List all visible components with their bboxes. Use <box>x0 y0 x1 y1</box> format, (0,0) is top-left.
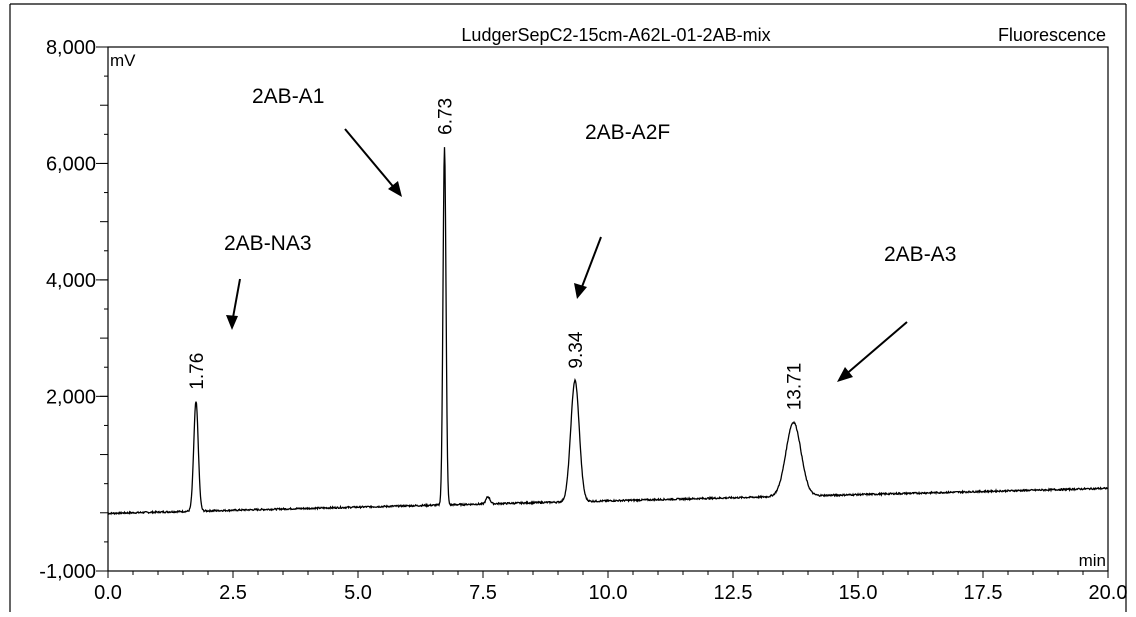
y-tick-label: 6,000 <box>46 153 96 175</box>
peak-retention-label: 6.73 <box>436 98 457 135</box>
annotation-text: 2AB-A2F <box>585 121 670 144</box>
annotation-text: 2AB-A3 <box>884 243 956 266</box>
arrowhead <box>837 367 853 382</box>
annotation-2ab-a3: 2AB-A3 <box>837 243 956 382</box>
annotation-2ab-a2f: 2AB-A2F <box>574 121 670 299</box>
x-tick-label: 10.0 <box>589 582 628 604</box>
peak-label-layer: 1.76 6.73 9.34 13.71 <box>187 98 806 410</box>
x-tick-label: 7.5 <box>469 582 497 604</box>
x-tick-label: 15.0 <box>839 582 878 604</box>
annotation-text: 2AB-NA3 <box>224 232 312 255</box>
detector-label: Fluorescence <box>998 25 1106 45</box>
x-tick-label: 0.0 <box>94 582 122 604</box>
annotation-2ab-na3: 2AB-NA3 <box>224 232 312 330</box>
x-tick-label: 2.5 <box>219 582 247 604</box>
x-tick-label: 5.0 <box>344 582 372 604</box>
annotation-arrow <box>344 128 397 191</box>
chart-title: LudgerSepC2-15cm-A62L-01-2AB-mix <box>461 25 770 45</box>
peak-retention-label: 1.76 <box>187 353 208 390</box>
x-tick-label: 12.5 <box>714 582 753 604</box>
arrowhead <box>388 181 402 197</box>
annotation-arrow <box>843 321 908 377</box>
y-unit-label: mV <box>110 51 136 70</box>
arrowhead <box>226 315 238 330</box>
axes-layer: 0.0 2.5 5.0 7.5 10.0 12.5 15.0 17.5 20.0 -1,000 2,… <box>39 37 1127 604</box>
annotation-2ab-a1: 2AB-A1 <box>252 85 402 197</box>
y-tick-label: 2,000 <box>46 386 96 408</box>
y-tick-label: -1,000 <box>39 561 96 583</box>
peak-retention-label: 13.71 <box>785 363 806 411</box>
x-tick-label: 20.0 <box>1089 582 1128 604</box>
peak-retention-label: 9.34 <box>566 331 587 368</box>
chromatogram-trace <box>107 147 1109 516</box>
x-unit-label: min <box>1079 551 1106 570</box>
annotation-text: 2AB-A1 <box>252 85 324 108</box>
annotation-arrow <box>579 236 602 293</box>
y-tick-label: 8,000 <box>46 37 96 59</box>
y-tick-label: 4,000 <box>46 270 96 292</box>
arrowhead <box>574 283 587 299</box>
x-tick-label: 17.5 <box>964 582 1003 604</box>
trace-layer <box>107 147 1109 516</box>
